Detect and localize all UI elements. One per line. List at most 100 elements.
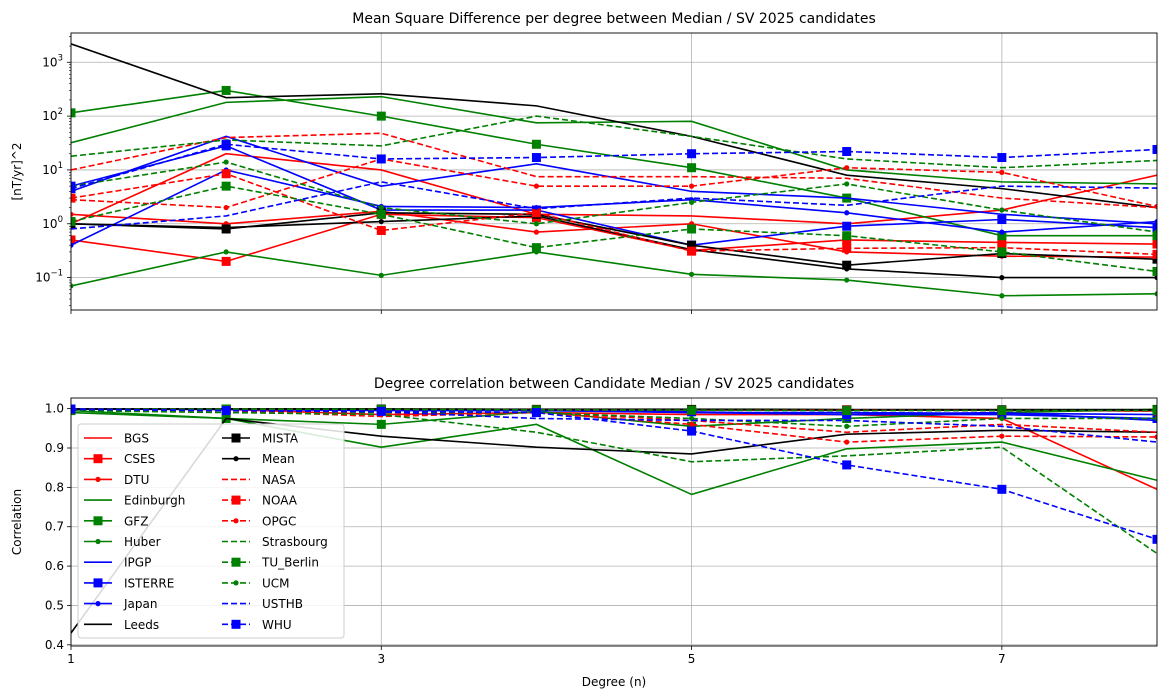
x-tick-label: 7 (998, 652, 1006, 666)
series-strasbourg (71, 116, 1157, 168)
legend-label: Japan (123, 597, 157, 611)
point-tu-berlin (842, 231, 851, 240)
legend-label: DTU (124, 473, 149, 487)
point-huber (224, 249, 229, 254)
point-whu (532, 408, 541, 417)
legend-marker (94, 454, 103, 463)
point-whu (997, 153, 1006, 162)
point-whu (222, 140, 231, 149)
point-noaa (687, 247, 696, 256)
point-whu (687, 149, 696, 158)
point-noaa (222, 169, 231, 178)
y-tick-label: 1.0 (45, 402, 64, 416)
point-noaa (532, 208, 541, 217)
point-huber (379, 273, 384, 278)
point-tu-berlin (377, 210, 386, 219)
point-cses (222, 257, 231, 266)
point-tu-berlin (687, 224, 696, 233)
legend-label: Huber (124, 535, 161, 549)
y-tick-label: 0.7 (45, 520, 64, 534)
y-axis-label-top: [nT/yr]^2 (10, 142, 24, 200)
legend-marker (232, 434, 241, 443)
y-tick-label: 103 (42, 53, 63, 69)
point-tu-berlin (687, 406, 696, 415)
point-mean (224, 225, 229, 230)
legend-marker (232, 496, 241, 505)
legend-marker (95, 477, 100, 482)
point-huber (844, 277, 849, 282)
legend-label: NOAA (262, 494, 298, 508)
point-whu (687, 427, 696, 436)
legend-marker (94, 516, 103, 525)
legend-label: UCM (262, 576, 290, 590)
panel-top: 10−1100101102103Mean Square Difference p… (10, 11, 1162, 314)
point-isterre (842, 222, 851, 231)
legend-box (78, 424, 344, 638)
point-huber (999, 293, 1004, 298)
legend-label: Mean (262, 452, 295, 466)
point-dtu (534, 230, 539, 235)
point-opgc (844, 439, 849, 444)
point-mean (844, 266, 849, 271)
point-ucm (689, 200, 694, 205)
point-ucm (379, 205, 384, 210)
legend-label: OPGC (262, 514, 296, 528)
point-opgc (224, 205, 229, 210)
legend-label: BGS (124, 432, 149, 446)
x-tick-label: 5 (688, 652, 696, 666)
legend-label: MISTA (262, 432, 299, 446)
point-noaa (377, 226, 386, 235)
point-gfz (377, 112, 386, 121)
legend-label: Leeds (124, 618, 159, 632)
legend-label: CSES (124, 452, 155, 466)
y-tick-label: 0.8 (45, 480, 64, 494)
point-opgc (999, 170, 1004, 175)
legend-marker (94, 578, 103, 587)
legend-label: Edinburgh (124, 494, 185, 508)
legend-marker (95, 601, 100, 606)
point-whu (532, 153, 541, 162)
legend-label: NASA (262, 473, 296, 487)
point-opgc (689, 184, 694, 189)
y-tick-label: 0.9 (45, 441, 64, 455)
series-group-top (67, 44, 1162, 298)
point-mean (379, 219, 384, 224)
point-tu-berlin (222, 182, 231, 191)
point-tu-berlin (842, 406, 851, 415)
legend-marker (233, 580, 238, 585)
y-tick-label: 0.4 (45, 638, 64, 652)
point-gfz (377, 420, 386, 429)
point-opgc (844, 165, 849, 170)
point-whu (842, 460, 851, 469)
point-ucm (534, 221, 539, 226)
point-opgc (534, 184, 539, 189)
y-tick-label: 10−1 (35, 269, 63, 285)
legend-marker (233, 518, 238, 523)
point-whu (377, 154, 386, 163)
point-whu (842, 147, 851, 156)
point-opgc (999, 434, 1004, 439)
point-whu (222, 406, 231, 415)
legend-marker (233, 456, 238, 461)
legend-marker (232, 620, 241, 629)
point-gfz (687, 163, 696, 172)
point-isterre (997, 215, 1006, 224)
point-ucm (999, 416, 1004, 421)
y-tick-label: 101 (42, 161, 63, 177)
point-japan (999, 230, 1004, 235)
legend-label: IPGP (124, 556, 151, 570)
x-axis-label-bottom: Degree (n) (582, 675, 646, 689)
point-tu-berlin (532, 243, 541, 252)
point-gfz (532, 140, 541, 149)
series-opgc (71, 159, 1157, 208)
y-axis-label-bottom: Correlation (10, 489, 24, 555)
chart-title-top: Mean Square Difference per degree betwee… (352, 11, 875, 27)
x-tick-label: 1 (67, 652, 75, 666)
point-ucm (844, 181, 849, 186)
x-tick-label: 3 (377, 652, 385, 666)
point-whu (997, 485, 1006, 494)
legend-label: GFZ (124, 514, 148, 528)
point-noaa (842, 244, 851, 253)
point-ucm (224, 159, 229, 164)
point-huber (689, 272, 694, 277)
